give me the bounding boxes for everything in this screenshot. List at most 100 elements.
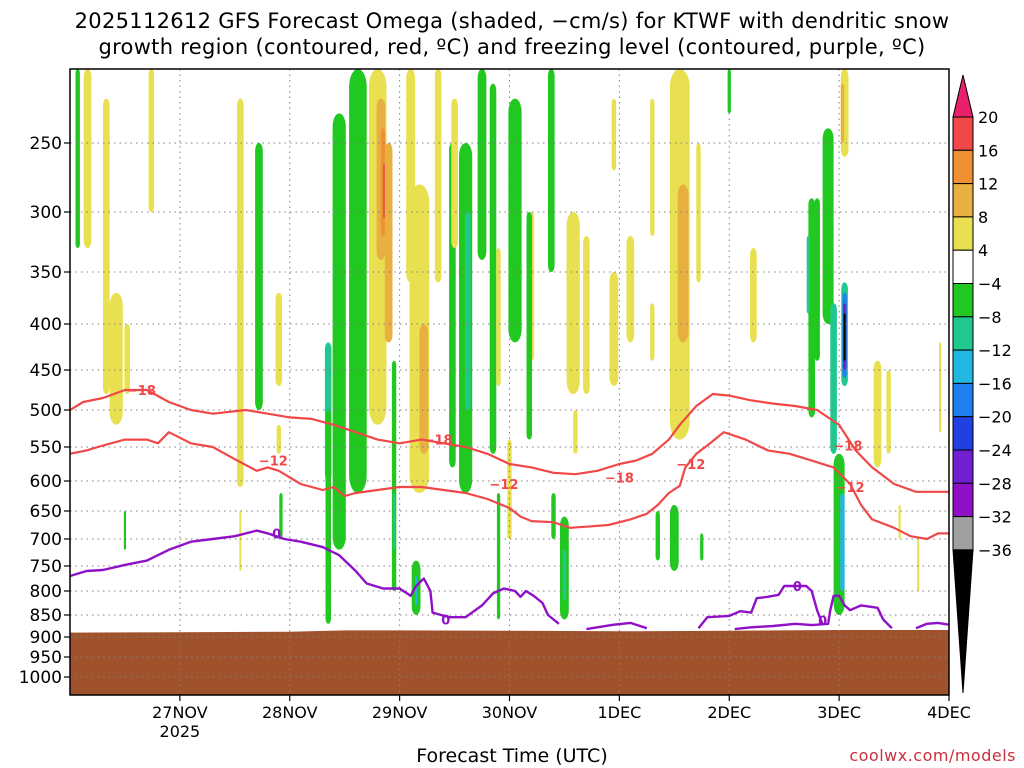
freezing-label-1: 0 (441, 613, 450, 628)
colorbar-bin-10 (952, 416, 974, 451)
omega-region-58 (700, 533, 704, 561)
omega-region-57 (696, 143, 701, 283)
omega-region-6 (75, 69, 80, 248)
omega-region-75 (898, 505, 901, 539)
omega-region-33 (477, 69, 487, 260)
omega-region-68 (840, 83, 845, 143)
freezing-label-0: 0 (272, 527, 281, 542)
colorbar-label-2: 12 (978, 175, 998, 194)
dendritic-label-5: −12 (676, 458, 705, 473)
omega-region-4 (124, 324, 130, 394)
y-tick-label-900: 900 (30, 628, 62, 648)
x-tick-label-30NOV: 30NOV (482, 703, 538, 722)
x-tick-label-3DEC: 3DEC (817, 703, 861, 722)
dendritic-label-3: −12 (490, 478, 519, 493)
dendritic-label-1: −12 (259, 455, 288, 470)
omega-region-8 (255, 143, 263, 410)
y-tick-label-950: 950 (30, 648, 62, 668)
omega-region-10 (276, 424, 281, 454)
x-tick-label-29NOV: 29NOV (372, 703, 428, 722)
omega-region-30 (451, 98, 458, 248)
omega-region-22 (393, 493, 396, 550)
omega-region-1 (103, 98, 110, 394)
omega-region-73 (873, 360, 882, 468)
colorbar-label-11: −28 (978, 474, 1012, 493)
omega-region-50 (626, 236, 635, 343)
omega-region-72 (843, 313, 846, 361)
omega-region-47 (583, 236, 590, 394)
x-tick-label-4DEC: 4DEC (927, 703, 971, 722)
freezing-contour-0 (70, 529, 560, 625)
omega-region-41 (548, 69, 555, 272)
dendritic-label-7: −12 (836, 481, 865, 496)
omega-region-25 (419, 324, 429, 454)
contour-label-layer: −18 −12 −18 −12 −18 −12 −18 −12 0 0 0 0 (127, 384, 865, 629)
omega-region-62 (814, 198, 820, 361)
omega-region-64 (830, 303, 837, 454)
y-tick-label-250: 250 (30, 134, 62, 154)
colorbar-bin-5 (952, 249, 974, 284)
freezing-label-3: 0 (818, 614, 827, 629)
x-tick-label-27NOV: 27NOV (152, 703, 208, 722)
colorbar-label-6: −8 (978, 308, 1002, 327)
colorbar-label-0: 20 (978, 108, 998, 127)
colorbar-bin-9 (952, 382, 974, 418)
y-tick-label-650: 650 (30, 502, 62, 522)
colorbar-bin-1 (952, 116, 974, 151)
freezing-contour-2 (697, 584, 824, 629)
omega-region-32 (465, 212, 471, 410)
colorbar-label-10: −24 (978, 441, 1012, 460)
colorbar-bin-3 (952, 183, 974, 218)
y-tick-label-350: 350 (30, 263, 62, 283)
chart-title-line-1: 2025112612 GFS Forecast Omega (shaded, −… (74, 9, 950, 33)
freezing-contour-1 (586, 621, 648, 631)
colorbar-extend-low (952, 549, 974, 694)
y-axis: 2503003504004505005506006507007508008509… (19, 134, 70, 688)
omega-region-14 (325, 410, 331, 624)
omega-region-20 (384, 143, 393, 343)
chart-title-line-2: growth region (contoured, red, ºC) and f… (98, 35, 926, 59)
x-tick-label-28NOV: 28NOV (262, 703, 318, 722)
omega-region-48 (611, 98, 617, 171)
colorbar-bin-11 (952, 449, 974, 484)
terrain-layer (70, 630, 949, 695)
dendritic-label-0: −18 (127, 384, 156, 399)
colorbar: 20 16 12 8 4 −4 −8 −12 −16 −20 −24 −28 −32 −36 (952, 74, 1012, 694)
dendritic-label-2: −18 (424, 434, 453, 449)
omega-region-7 (237, 98, 244, 487)
colorbar-extend-high (952, 74, 974, 118)
contour-layer (70, 388, 949, 631)
site-credit: coolwx.com/models (849, 746, 1016, 765)
x-tick-sublabel-27NOV: 2025 (160, 722, 201, 741)
omega-region-36 (508, 98, 522, 343)
omega-region-66 (840, 493, 845, 591)
colorbar-bin-6 (952, 283, 974, 318)
omega-region-56 (669, 505, 679, 571)
y-tick-label-750: 750 (30, 557, 62, 577)
y-tick-label-300: 300 (30, 203, 62, 223)
colorbar-label-13: −36 (978, 541, 1012, 560)
omega-region-60 (808, 198, 815, 418)
freezing-contour-4 (915, 621, 949, 630)
dendritic-contour-1 (70, 431, 949, 541)
omega-region-63 (822, 128, 834, 324)
freezing-contour-3 (734, 594, 893, 631)
omega-region-5 (123, 511, 126, 550)
colorbar-bin-7 (952, 316, 974, 351)
colorbar-label-9: −20 (978, 408, 1012, 427)
colorbar-label-8: −16 (978, 374, 1012, 393)
y-tick-label-800: 800 (30, 582, 62, 602)
dendritic-label-6: −18 (833, 440, 862, 455)
omega-region-61 (806, 236, 810, 314)
y-tick-label-500: 500 (30, 401, 62, 421)
omega-region-42 (551, 493, 556, 539)
omega-region-12 (332, 113, 346, 550)
x-tick-label-2DEC: 2DEC (707, 703, 751, 722)
colorbar-bin-4 (952, 216, 974, 251)
omega-region-51 (650, 98, 655, 236)
omega-region-15 (349, 69, 367, 493)
omega-region-55 (677, 184, 689, 343)
omega-region-76 (917, 539, 920, 591)
colorbar-label-7: −12 (978, 341, 1012, 360)
